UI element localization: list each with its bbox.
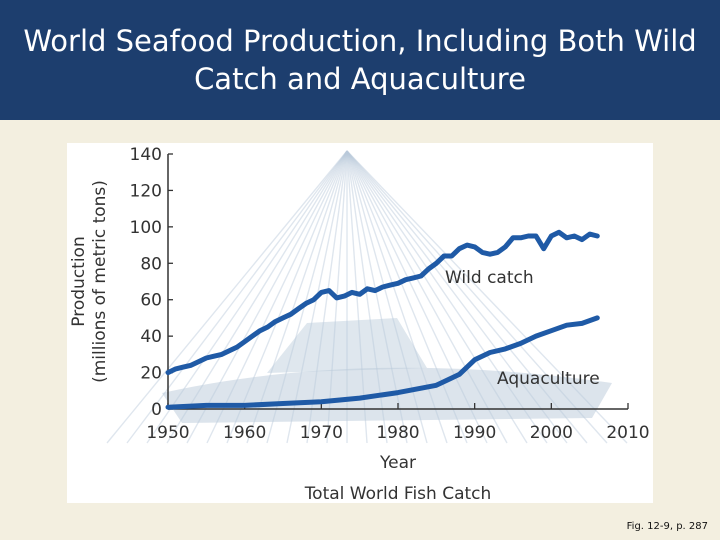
- y-tick-label: 80: [140, 254, 162, 274]
- slide-title: World Seafood Production, Including Both…: [23, 24, 697, 96]
- x-tick-label: 2010: [606, 423, 649, 443]
- line-chart: 0 20 40 60 80 100 120 140 1950 1960 1970 1980 1990 20…: [69, 145, 650, 503]
- y-axis-title-line: Production: [69, 236, 89, 326]
- chart-figure: 0 20 40 60 80 100 120 140 1950 1960 1970 1980 1990 20…: [67, 143, 653, 503]
- net-line: [106, 150, 348, 444]
- wild-catch-line: [165, 229, 600, 376]
- x-tick-label: 2000: [530, 423, 573, 443]
- figure-credit: Fig. 12-9, p. 287: [626, 521, 708, 532]
- y-tick-label: 60: [140, 291, 162, 311]
- y-tick-label: 100: [130, 218, 162, 238]
- aquaculture-label: Aquaculture: [497, 369, 600, 389]
- y-tick-label: 0: [151, 400, 162, 420]
- x-tick-label: 1970: [300, 423, 343, 443]
- chart-title: Total World Fish Catch: [304, 484, 492, 503]
- y-tick-label: 40: [140, 327, 162, 347]
- x-tick-label: 1980: [376, 423, 419, 443]
- slide-header: World Seafood Production, Including Both…: [0, 0, 720, 120]
- chart-series: [165, 229, 600, 410]
- y-axis-title-line: (millions of metric tons): [90, 180, 110, 383]
- chart-axes: 0 20 40 60 80 100 120 140 1950 1960 1970 1980 1990 20…: [130, 145, 650, 443]
- y-axis-title: Production(millions of metric tons): [69, 180, 110, 383]
- aquaculture-line: [165, 315, 600, 410]
- x-tick-label: 1990: [453, 423, 496, 443]
- boat-cabin: [267, 318, 427, 373]
- y-tick-label: 20: [140, 364, 162, 384]
- x-tick-label: 1950: [146, 423, 189, 443]
- x-axis-title: Year: [379, 453, 416, 473]
- y-tick-label: 140: [130, 145, 162, 165]
- wild-catch-label: Wild catch: [445, 268, 534, 288]
- y-tick-label: 120: [130, 181, 162, 201]
- chart-labels: Wild catch Aquaculture Year Production(mill…: [69, 180, 600, 503]
- x-tick-label: 1960: [223, 423, 266, 443]
